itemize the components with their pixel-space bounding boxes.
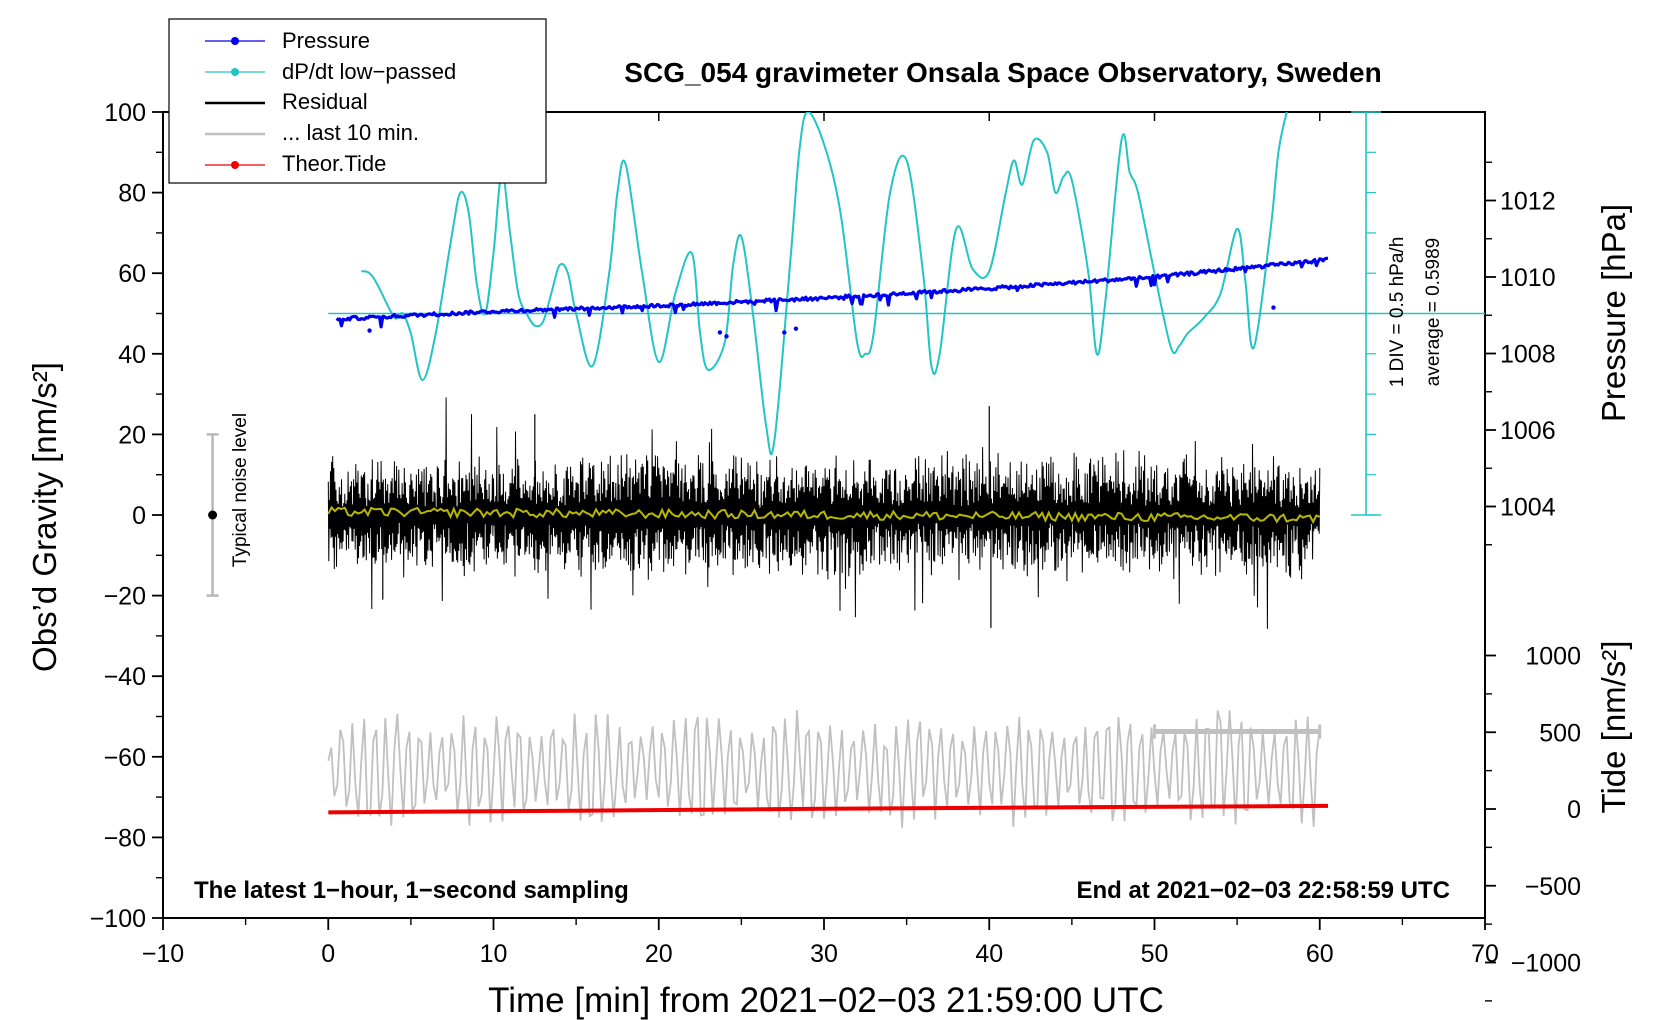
- pressure-outlier-point: [717, 330, 723, 335]
- y-tick-label: −20: [104, 583, 146, 611]
- legend-label-dpdt: dP/dt low−passed: [282, 59, 456, 84]
- pressure-tick-label: 1010: [1500, 264, 1556, 292]
- legend-label-pressure: Pressure: [282, 28, 370, 53]
- x-tick-label: 10: [480, 940, 508, 968]
- y-tick-label: 0: [132, 502, 146, 530]
- last-10-min-series: [327, 710, 1321, 828]
- tide-tick-label: 0: [1567, 796, 1581, 824]
- x-axis-label: Time [min] from 2021−02−03 21:59:00 UTC: [488, 981, 1164, 1020]
- x-tick-label: 60: [1306, 940, 1334, 968]
- theor-tide-line: [328, 803, 1329, 815]
- pressure-tick-label: 1008: [1500, 341, 1556, 369]
- x-tick-label: 0: [321, 940, 335, 968]
- pressure-outlier-point: [782, 330, 787, 335]
- y-tick-label: −80: [104, 824, 146, 852]
- legend-label-last-10-min: ... last 10 min.: [282, 120, 419, 145]
- pressure-tick-label: 1012: [1500, 188, 1556, 216]
- theor-tide-series: [328, 803, 1329, 815]
- y-tick-label: −100: [90, 905, 146, 933]
- legend-marker: [231, 68, 239, 76]
- pressure-tick-label: 1004: [1500, 494, 1556, 522]
- x-tick-label: 20: [645, 940, 673, 968]
- x-tick-label: −10: [142, 940, 184, 968]
- legend-label-theor-tide: Theor.Tide: [282, 151, 386, 176]
- tide-tick-label: −500: [1525, 873, 1581, 901]
- pressure-outlier-point: [1271, 305, 1276, 310]
- residual-line: [327, 397, 1321, 629]
- y-tick-label: 100: [104, 99, 146, 127]
- x-tick-label: 70: [1471, 940, 1499, 968]
- legend-items: [205, 37, 265, 169]
- y-tick-label: 20: [118, 421, 146, 449]
- average-label: average = 0.5989: [1423, 238, 1444, 386]
- legend-label-residual: Residual: [282, 89, 368, 114]
- tide-tick-label: −1000: [1511, 950, 1581, 978]
- residual-smoothed-line: [327, 505, 1321, 524]
- bottom-left-annotation: The latest 1−hour, 1−second sampling: [194, 877, 629, 904]
- plot-decorations: [206, 433, 1322, 739]
- legend-box: [168, 18, 547, 184]
- bottom-right-annotation: End at 2021−02−03 22:58:59 UTC: [1076, 877, 1450, 904]
- y-axis-label-pressure: Pressure [hPa]: [1595, 204, 1632, 422]
- axes-ticks: −10 0 10 20 30 40 50 60 70−100−80−60−40−20020406…: [90, 99, 1581, 1002]
- x-tick-label: 50: [1141, 940, 1169, 968]
- y-tick-label: 80: [118, 180, 146, 208]
- pressure-outlier-point: [724, 334, 729, 339]
- y-axis-label-tide: Tide [nm/s²]: [1595, 641, 1632, 814]
- pressure-line: [335, 256, 1329, 329]
- tide-tick-label: 1000: [1525, 643, 1581, 671]
- noise-bar-point: [208, 510, 218, 520]
- noise-level-label: Typical noise level: [230, 413, 251, 567]
- legend-marker: [231, 161, 239, 169]
- legend: Pressure dP/dt low−passed Residual ... l…: [168, 18, 547, 184]
- pressure-tick-label: 1006: [1500, 417, 1556, 445]
- last-10-min-line: [327, 710, 1321, 828]
- div-label: 1 DIV = 0.5 hPa/h: [1387, 237, 1408, 388]
- x-tick-label: 40: [975, 940, 1003, 968]
- tide-tick-label: 500: [1539, 719, 1581, 747]
- pressure-series: [335, 256, 1329, 339]
- y-tick-label: 40: [118, 341, 146, 369]
- chart-title: SCG_054 gravimeter Onsala Space Observat…: [624, 57, 1381, 88]
- y-tick-label: −40: [104, 663, 146, 691]
- residual-smoothed-series: [327, 505, 1321, 524]
- pressure-outlier-point: [793, 326, 799, 331]
- legend-marker: [231, 37, 239, 45]
- x-tick-label: 30: [810, 940, 838, 968]
- residual-series: [327, 397, 1321, 629]
- pressure-outlier-point: [367, 328, 372, 333]
- y-tick-label: 60: [118, 260, 146, 288]
- y-tick-label: −60: [104, 744, 146, 772]
- y-axis-label-left: Obs’d Gravity [nm/s²]: [26, 362, 63, 672]
